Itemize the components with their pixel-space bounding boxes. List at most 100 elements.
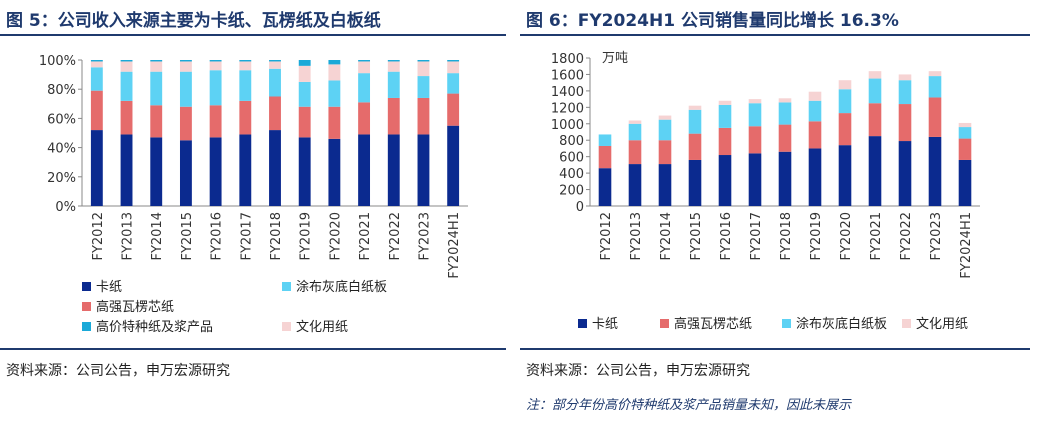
left-x-tick-label: FY2017 [239,212,254,261]
right-note-text: 注：部分年份高价特种纸及浆产品销量未知，因此未展示 [526,398,852,413]
right-bar-segment [688,133,702,160]
left-bar-segment [298,60,311,66]
left-x-tick-label: FY2022 [388,212,403,261]
right-bar-segment [928,97,942,137]
left-bar-segment [358,61,371,74]
left-bar-segment [417,61,430,77]
left-y-tick-label: 20% [47,171,76,186]
left-chart-title: 图 5：公司收入来源主要为卡纸、瓦楞纸及白板纸 [6,11,381,31]
right-legend-label: 卡纸 [592,317,618,332]
right-x-tick-label: FY2024H1 [959,212,974,279]
right-bar-segment [928,76,942,98]
left-bar-segment [120,71,133,101]
right-bar-segment [778,124,792,152]
right-bar-segment [928,71,942,77]
right-bar-segment [868,136,882,206]
left-y-tick-label: 80% [47,83,76,98]
left-x-tick-label: FY2012 [91,212,106,261]
left-legend-label: 卡纸 [96,280,122,295]
left-footer-rule [0,348,506,350]
left-bar-segment [358,134,371,206]
right-bar-segment [898,74,912,81]
left-bar-segment [90,61,103,68]
left-bar-segment [447,125,460,206]
right-bar-segment [808,121,822,149]
right-bar-segment [598,168,612,206]
right-y-tick-label: 1400 [551,85,584,100]
left-x-tick-label: FY2021 [358,212,373,261]
left-bar-segment [150,105,163,138]
right-bar-segment [658,164,672,206]
left-panel: 图 5：公司收入来源主要为卡纸、瓦楞纸及白板纸 0% 20% 40% 60% 80% 10… [0,0,506,424]
right-bar-segment [688,105,702,110]
right-y-tick-label: 400 [559,167,584,182]
right-bar-segment [808,91,822,101]
right-bar-segment [838,113,852,146]
right-bar-segment [778,98,792,103]
right-bar-segment [748,99,762,104]
left-x-tick-label: FY2020 [328,212,343,261]
right-bar-segment [958,127,972,139]
right-legend-label: 高强瓦楞芯纸 [674,316,752,332]
right-x-tick-label: FY2020 [839,212,854,261]
right-chart-title: 图 6：FY2024H1 公司销售量同比增长 16.3% [526,11,899,31]
left-bar-segment [269,61,281,69]
right-bar-segment [748,153,762,206]
right-title-rule [520,34,1030,36]
right-unit-label: 万吨 [602,51,628,66]
right-x-tick-label: FY2013 [629,212,644,261]
left-bar-segment [417,60,430,62]
left-bar-segment [209,60,222,62]
right-bar-segment [658,115,672,120]
right-panel: 图 6：FY2024H1 公司销售量同比增长 16.3% 0 200 400 600 8… [520,0,1030,424]
left-bar-segment [209,137,222,206]
right-bar-segment [838,145,852,206]
left-y-tick-label: 0% [55,200,76,215]
right-bar-segment [688,159,702,206]
right-bar-segment [808,148,822,206]
left-x-tick-label: FY2018 [269,212,284,261]
left-legend-swatch [282,282,291,291]
right-x-tick-label: FY2014 [659,212,674,261]
revenue-share-chart: 0% 20% 40% 60% 80% 100% FY2012 FY2013 FY2014 FY20… [39,54,468,335]
right-y-tick-label: 800 [559,134,584,149]
left-x-tick-label: FY2023 [417,212,432,261]
right-x-tick-label: FY2017 [749,212,764,261]
left-bar-segment [90,67,103,91]
left-legend-label: 文化用纸 [296,320,348,335]
left-bar-segment [298,81,311,107]
left-x-tick-label: FY2016 [210,212,225,261]
left-bar-segment [298,65,311,82]
right-legend-label: 文化用纸 [916,317,968,332]
right-y-tick-label: 200 [559,184,584,199]
left-bar-segment [150,61,163,72]
left-bar-segment [209,105,222,138]
left-legend-swatch [82,322,91,331]
right-x-tick-label: FY2023 [929,212,944,261]
left-legend-swatch [82,302,91,311]
right-bar-segment [778,151,792,206]
right-y-tick-label: 1800 [551,52,584,67]
right-y-tick-label: 1000 [551,118,584,133]
right-bar-segment [658,119,672,141]
right-bar-segment [958,122,972,128]
left-bar-segment [179,60,192,62]
left-x-tick-label: FY2015 [180,212,195,261]
right-bar-segment [928,136,942,206]
left-title-rule [0,34,506,36]
left-bar-segment [150,137,163,206]
right-bar-segment [898,80,912,105]
right-bar-segment [868,103,882,137]
right-legend-swatch [578,319,587,328]
right-x-tick-label: FY2021 [869,212,884,261]
right-bar-segment [838,80,852,90]
left-bar-segment [387,71,400,98]
left-legend-swatch [282,322,291,331]
right-legend-label: 涂布灰底白纸板 [796,316,887,332]
right-x-tick-label: FY2012 [599,212,614,261]
right-bar-segment [868,71,882,79]
left-bar-segment [120,100,133,135]
right-y-tick-label: 1200 [551,101,584,116]
left-bar-segment [239,100,252,135]
right-x-tick-label: FY2022 [899,212,914,261]
